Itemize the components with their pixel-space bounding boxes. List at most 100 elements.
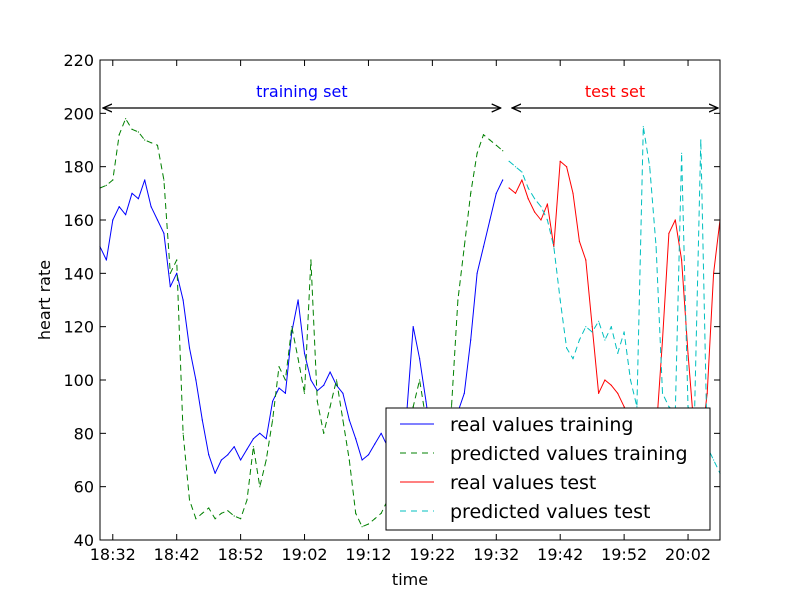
series-2-point	[176, 259, 178, 261]
series-1-point	[131, 192, 133, 194]
series-4-point	[681, 152, 683, 154]
series-1-point	[246, 448, 248, 450]
y-tick-label: 120	[63, 318, 94, 337]
series-1-point	[182, 299, 184, 301]
series-4-point	[604, 339, 606, 341]
series-4-point	[668, 406, 670, 408]
series-1-point	[144, 179, 146, 181]
series-4-point	[508, 160, 510, 162]
series-2-point	[291, 326, 293, 328]
series-3-point	[674, 219, 676, 221]
series-4-point	[636, 406, 638, 408]
legend-label: real values training	[450, 414, 634, 436]
series-1-point	[495, 192, 497, 194]
x-tick-label: 18:42	[154, 545, 200, 564]
series-1-point	[240, 459, 242, 461]
series-2-point	[502, 150, 504, 152]
series-1-point	[105, 259, 107, 261]
series-1-point	[259, 432, 261, 434]
y-tick-label: 100	[63, 371, 94, 390]
series-4-point	[527, 187, 529, 189]
series-4-point	[649, 166, 651, 168]
series-2-point	[412, 406, 414, 408]
series-3-point	[566, 166, 568, 168]
series-line-2	[99, 118, 504, 528]
x-tick-label: 19:02	[281, 545, 327, 564]
legend-label: predicted values training	[450, 443, 688, 465]
series-4-point	[617, 352, 619, 354]
series-1-point	[272, 400, 274, 402]
series-2-point	[495, 144, 497, 146]
legend-label: predicted values test	[450, 501, 651, 523]
series-4-point	[642, 126, 644, 128]
series-1-point	[150, 206, 152, 208]
series-1-point	[265, 438, 267, 440]
series-2-point	[380, 512, 382, 514]
series-3-point	[559, 160, 561, 162]
plot-area-frame	[99, 59, 721, 541]
series-2-point	[208, 507, 210, 509]
series-2-point	[323, 432, 325, 434]
series-3-point	[598, 392, 600, 394]
series-2-point	[342, 419, 344, 421]
series-3-point	[687, 352, 689, 354]
series-1-point	[137, 198, 139, 200]
x-tick-label: 19:32	[473, 545, 519, 564]
series-1-point	[374, 443, 376, 445]
series-2-point	[227, 510, 229, 512]
series-3-point	[585, 259, 587, 261]
y-tick-label: 180	[63, 158, 94, 177]
series-3-point	[578, 240, 581, 242]
series-2-point	[310, 259, 312, 261]
series-1-point	[284, 392, 286, 394]
series-2-point	[195, 518, 197, 520]
x-tick-label: 19:22	[409, 545, 455, 564]
series-1-point	[361, 459, 363, 461]
series-3-point	[681, 259, 683, 261]
series-4-point	[598, 320, 600, 322]
series-2-point	[361, 526, 363, 528]
series-2-point	[169, 272, 171, 274]
series-3-point	[623, 406, 625, 408]
y-tick-label: 60	[74, 478, 94, 497]
series-3-point	[534, 211, 536, 213]
series-2-point	[163, 179, 165, 181]
series-1-point	[176, 272, 178, 274]
series-1-point	[233, 446, 235, 448]
series-4-point	[713, 459, 715, 461]
y-tick-label: 200	[63, 104, 94, 123]
series-2-point	[240, 518, 242, 520]
series-1-point	[125, 214, 127, 216]
series-3-point	[668, 232, 670, 234]
series-2-point	[367, 523, 370, 525]
series-2-point	[182, 432, 184, 434]
series-4-point	[553, 246, 555, 248]
annotation-label: training set	[256, 82, 348, 101]
series-1-point	[169, 286, 171, 288]
series-1-point	[195, 379, 197, 381]
series-2-point	[329, 406, 331, 408]
series-2-point	[105, 184, 107, 186]
series-1-point	[367, 454, 370, 456]
x-tick-label: 19:12	[345, 545, 391, 564]
series-2-point	[265, 459, 267, 461]
series-1-point	[348, 419, 350, 421]
y-axis-ticks: 40 60 80 100 120 140 160 180 200 220	[63, 51, 720, 550]
series-1-point	[118, 206, 120, 208]
series-2-point	[259, 486, 261, 488]
series-4-point	[521, 171, 523, 173]
set-annotations: training set test set	[103, 82, 718, 108]
series-1-point	[112, 219, 114, 221]
series-line-3	[508, 160, 721, 461]
x-tick-label: 20:02	[665, 545, 711, 564]
series-4-point	[572, 358, 574, 360]
series-2-point	[131, 128, 133, 130]
series-2-point	[118, 134, 120, 136]
y-tick-label: 160	[63, 211, 94, 230]
series-2-point	[220, 512, 222, 514]
x-tick-label: 19:52	[601, 545, 647, 564]
series-4-point	[585, 326, 587, 328]
series-1-point	[220, 459, 222, 461]
series-1-point	[342, 392, 344, 394]
series-1-point	[425, 400, 427, 402]
